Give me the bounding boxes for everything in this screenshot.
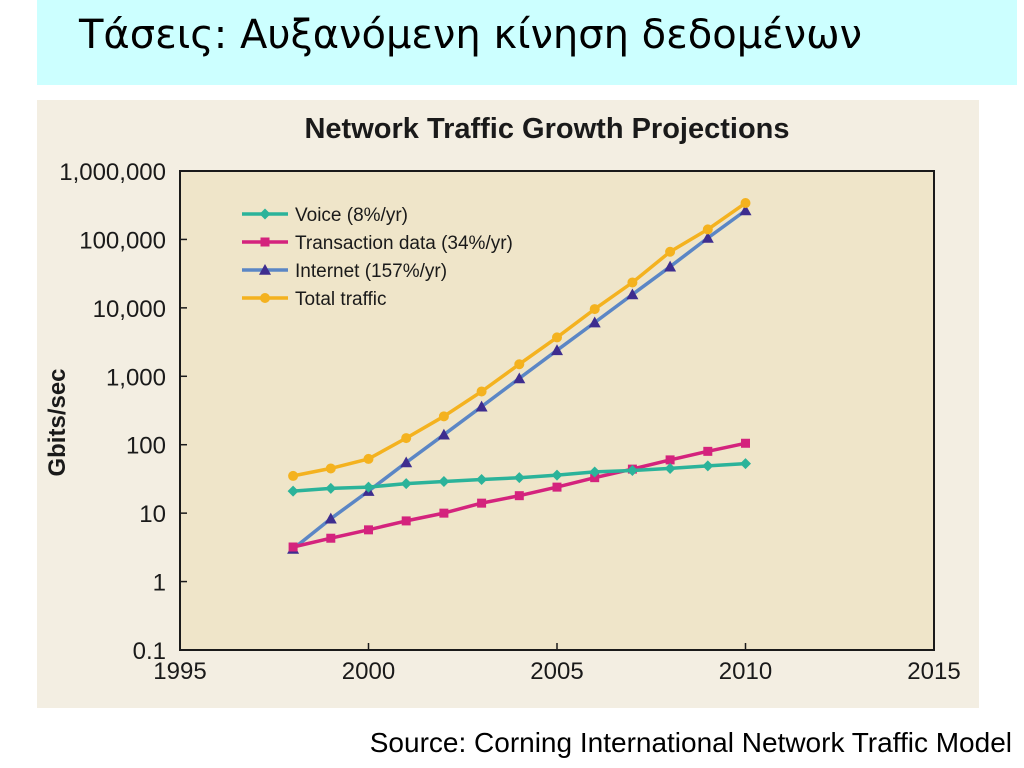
data-point-2: [552, 482, 562, 492]
legend-marker: [260, 293, 270, 303]
data-point-2: [741, 438, 750, 448]
data-point-1: [400, 478, 412, 490]
data-point-4: [363, 453, 374, 464]
data-point-4: [325, 463, 336, 474]
legend-label: Internet (157%/yr): [295, 261, 447, 282]
x-tick-label: 2005: [530, 658, 583, 685]
data-point-3: [701, 231, 714, 243]
data-point-1: [476, 474, 488, 486]
legend-marker: [260, 237, 270, 247]
legend-label: Voice (8%/yr): [295, 205, 408, 226]
line-chart: Network Traffic Growth Projections 0.1 1 10…: [44, 113, 961, 685]
data-point-2: [703, 446, 713, 456]
data-point-2: [326, 533, 336, 543]
data-point-3: [626, 288, 639, 300]
data-point-4: [740, 198, 751, 209]
data-point-3: [513, 372, 526, 384]
chart-figure: Network Traffic Growth Projections 0.1 1 10…: [37, 100, 979, 708]
x-tick-label: 2000: [342, 658, 395, 685]
legend-label: Total traffic: [295, 289, 387, 310]
x-tick-label: 2015: [907, 658, 960, 685]
y-axis-label: Gbits/sec: [44, 368, 71, 476]
data-point-2: [477, 498, 487, 508]
data-point-1: [363, 481, 374, 493]
data-point-4: [288, 470, 299, 481]
data-point-3: [739, 204, 752, 216]
data-point-4: [702, 224, 713, 235]
data-point-1: [589, 466, 601, 478]
data-point-1: [551, 469, 563, 481]
legend-marker: [259, 208, 271, 220]
data-point-4: [589, 304, 600, 315]
legend-marker: [259, 264, 271, 275]
data-point-4: [552, 332, 562, 343]
data-point-4: [438, 411, 449, 422]
x-tick-label: 2010: [719, 658, 772, 685]
data-point-4: [627, 277, 638, 288]
data-point-2: [514, 491, 524, 501]
data-point-1: [664, 462, 676, 474]
data-point-3: [551, 344, 563, 356]
plot-area: [179, 170, 935, 651]
data-point-2: [439, 508, 449, 518]
data-point-3: [588, 316, 601, 328]
data-point-1: [287, 485, 299, 497]
data-point-3: [324, 512, 337, 524]
y-tick-label: 1: [153, 570, 166, 597]
data-point-1: [626, 464, 638, 476]
legend-label: Transaction data (34%/yr): [295, 233, 513, 254]
y-tick-label: 0.1: [133, 638, 166, 665]
data-point-2: [288, 542, 298, 552]
data-point-1: [702, 460, 714, 472]
data-point-1: [438, 476, 450, 488]
y-tick-label: 1,000: [106, 364, 166, 391]
y-tick-label: 10,000: [93, 296, 166, 323]
data-point-1: [325, 482, 337, 494]
slide-title: Τάσεις: Αυξανόμενη κίνηση δεδομένων: [79, 12, 862, 58]
data-point-4: [401, 433, 412, 444]
y-tick-label: 10: [139, 501, 166, 528]
y-tick-label: 100,000: [79, 227, 166, 254]
y-tick-label: 1,000,000: [59, 159, 166, 186]
title-bar: Τάσεις: Αυξανόμενη κίνηση δεδομένων: [37, 0, 1017, 85]
data-point-3: [664, 260, 677, 272]
x-tick-label: 1995: [153, 658, 206, 685]
data-point-2: [665, 455, 675, 465]
data-point-3: [475, 400, 488, 412]
source-caption: Source: Corning International Network Tr…: [369, 727, 1012, 758]
data-point-1: [740, 458, 751, 470]
chart-title: Network Traffic Growth Projections: [304, 113, 789, 145]
data-point-2: [364, 525, 373, 535]
data-point-2: [401, 516, 411, 526]
data-point-3: [437, 428, 450, 440]
data-point-3: [400, 456, 413, 468]
data-point-4: [476, 386, 487, 397]
data-point-2: [590, 473, 600, 483]
y-tick-label: 100: [126, 433, 166, 460]
data-point-4: [514, 359, 525, 370]
data-point-4: [665, 246, 676, 257]
data-point-1: [513, 472, 525, 484]
